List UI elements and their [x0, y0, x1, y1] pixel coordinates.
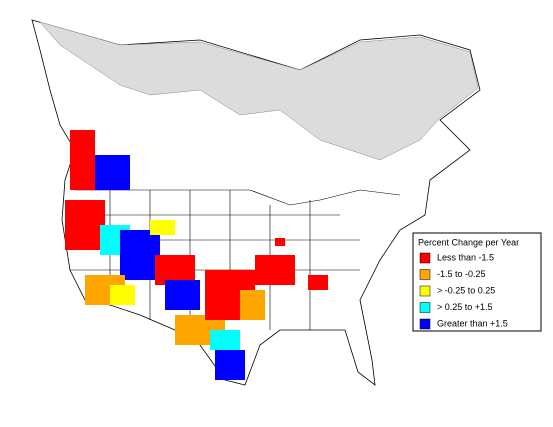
legend-box [412, 232, 542, 332]
legend-swatch [419, 302, 431, 313]
patch [210, 330, 240, 350]
legend-label: -1.5 to -0.25 [437, 269, 486, 279]
legend-label: > -0.25 to 0.25 [437, 285, 495, 295]
patch [120, 230, 160, 280]
legend-swatch [419, 252, 431, 264]
legend-swatch [419, 318, 431, 330]
patch [240, 290, 265, 320]
patch [165, 280, 200, 310]
legend-title: Percent Change per Year [418, 237, 519, 247]
patch [308, 275, 328, 290]
legend-label: Less than -1.5 [437, 252, 494, 262]
legend-label: Greater than +1.5 [437, 318, 508, 328]
legend: Less than -1.5 -1.5 to -0.25 > -0.25 to 0.… [419, 252, 508, 330]
trend-patches [65, 130, 328, 380]
patch [215, 350, 245, 380]
patch [150, 220, 175, 235]
patch [65, 200, 105, 250]
legend-label: > 0.25 to +1.5 [437, 302, 493, 312]
patch [255, 255, 295, 285]
no-data-area [39, 21, 479, 161]
patch [95, 155, 130, 190]
legend-swatch [419, 285, 431, 297]
country-border [75, 189, 401, 206]
patch [70, 130, 95, 190]
patch [275, 238, 285, 246]
legend-swatch [419, 269, 431, 280]
patch [110, 285, 135, 305]
